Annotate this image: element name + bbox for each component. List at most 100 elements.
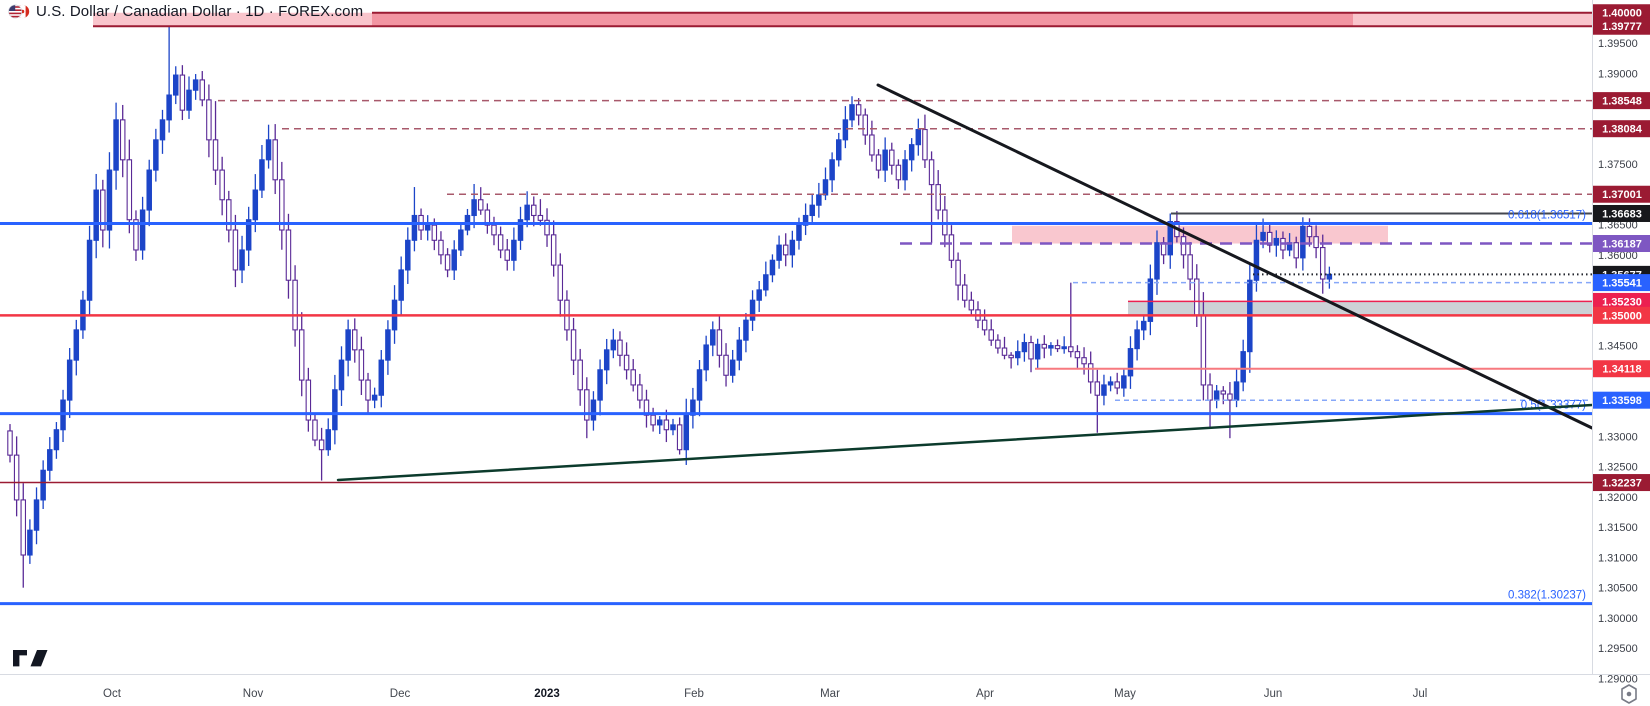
time-tick-label: Jun bbox=[1264, 688, 1283, 700]
candle-body-up bbox=[345, 329, 351, 361]
price-tick-label: 1.39000 bbox=[1598, 68, 1638, 80]
candle-body-down bbox=[438, 239, 444, 256]
candle-body-down bbox=[862, 114, 869, 136]
candle bbox=[239, 235, 245, 284]
trendline-ascending-support[interactable] bbox=[336, 403, 1592, 482]
candle-body-down bbox=[650, 414, 656, 426]
candle-body-down bbox=[504, 249, 510, 261]
candle bbox=[219, 156, 225, 216]
candle bbox=[716, 316, 723, 368]
candle bbox=[1326, 266, 1333, 289]
price-tick-label: 1.30000 bbox=[1598, 613, 1638, 625]
candle-body-down bbox=[557, 264, 564, 301]
candle bbox=[1054, 339, 1061, 353]
candle bbox=[849, 96, 855, 128]
price-badge: 1.38548 bbox=[1593, 92, 1650, 110]
price-tick-label: 1.39500 bbox=[1598, 38, 1638, 50]
candle-body-up bbox=[265, 139, 272, 161]
price-tick-label: 1.29000 bbox=[1598, 673, 1638, 685]
candle bbox=[398, 256, 404, 317]
candle-body-up bbox=[1021, 342, 1028, 353]
candle-body-down bbox=[1074, 351, 1081, 359]
candle bbox=[842, 106, 849, 149]
candle bbox=[1220, 386, 1227, 405]
candle-body-down bbox=[1180, 236, 1187, 256]
candle bbox=[650, 407, 656, 432]
candle bbox=[637, 373, 643, 409]
candle bbox=[325, 418, 331, 456]
price-badge: 1.39777 bbox=[1593, 17, 1650, 35]
candle-body-up bbox=[1127, 348, 1134, 377]
candle-body-down bbox=[318, 439, 325, 451]
candle bbox=[829, 152, 835, 193]
candle-body-down bbox=[1114, 381, 1120, 389]
candle bbox=[179, 65, 186, 121]
candle-body-down bbox=[637, 384, 643, 401]
price-tick-label: 1.31500 bbox=[1598, 522, 1638, 534]
trendline-descending-resistance[interactable] bbox=[876, 83, 1592, 430]
candle bbox=[776, 235, 782, 269]
candle bbox=[743, 312, 749, 353]
candle-body-up bbox=[411, 214, 418, 241]
candle-body-up bbox=[902, 159, 908, 181]
candle bbox=[948, 225, 955, 269]
candle-body-up bbox=[749, 299, 756, 321]
candle bbox=[882, 137, 888, 182]
candle bbox=[531, 196, 537, 227]
candle-body-down bbox=[584, 389, 590, 421]
price-badge-label: 1.38548 bbox=[1602, 96, 1642, 108]
candle-body-up bbox=[338, 359, 345, 391]
candle-body-down bbox=[226, 199, 232, 231]
candle-body-up bbox=[756, 289, 762, 301]
price-scale-settings-icon[interactable] bbox=[1616, 682, 1642, 706]
candle-body-down bbox=[206, 99, 212, 141]
candle bbox=[471, 184, 477, 229]
candle-body-up bbox=[796, 224, 802, 241]
tradingview-logo[interactable] bbox=[13, 649, 49, 668]
candle-body-down bbox=[484, 209, 491, 226]
candle bbox=[451, 240, 457, 281]
price-tick-label: 1.31000 bbox=[1598, 552, 1638, 564]
candle bbox=[670, 418, 676, 436]
candle-body-down bbox=[491, 224, 497, 236]
candle-body-down bbox=[617, 339, 623, 356]
candle-body-down bbox=[1068, 346, 1074, 353]
time-tick-label: Apr bbox=[976, 688, 994, 700]
candle-body-down bbox=[1194, 278, 1200, 316]
candle-body-up bbox=[1034, 343, 1041, 360]
candle bbox=[928, 151, 935, 244]
plot-area[interactable]: 0.618(1.36517)0.5(1.33377)0.382(1.30237) bbox=[0, 11, 1592, 606]
candle bbox=[1154, 230, 1160, 295]
candle bbox=[816, 182, 822, 218]
candle-body-up bbox=[405, 239, 411, 271]
candle-body-down bbox=[531, 204, 537, 217]
candle bbox=[855, 98, 862, 126]
candle-body-down bbox=[875, 154, 882, 171]
price-badge-label: 1.35541 bbox=[1602, 278, 1642, 290]
candle-body-down bbox=[1001, 347, 1008, 356]
candle bbox=[66, 348, 73, 418]
candle bbox=[153, 128, 159, 182]
candle-body-up bbox=[829, 159, 835, 181]
price-axis[interactable] bbox=[1592, 0, 1650, 706]
candle-body-up bbox=[908, 144, 915, 161]
candle-body-up bbox=[736, 339, 743, 361]
candle-body-up bbox=[1260, 231, 1266, 241]
candle-body-up bbox=[809, 204, 815, 217]
candle-body-down bbox=[1319, 247, 1326, 280]
candle-body-down bbox=[7, 430, 13, 456]
candle bbox=[378, 350, 385, 408]
candle-body-down bbox=[477, 199, 484, 211]
fib-label: 0.382(1.30237) bbox=[1508, 590, 1586, 602]
candle-body-up bbox=[524, 204, 530, 221]
candle-body-down bbox=[100, 189, 106, 231]
candle bbox=[206, 84, 212, 158]
candle bbox=[935, 170, 941, 220]
candle bbox=[47, 437, 53, 481]
candle-body-up bbox=[690, 399, 696, 416]
candle bbox=[584, 377, 590, 439]
candle-body-up bbox=[517, 219, 524, 241]
price-tick-label: 1.32500 bbox=[1598, 462, 1638, 474]
candle bbox=[995, 334, 1001, 354]
